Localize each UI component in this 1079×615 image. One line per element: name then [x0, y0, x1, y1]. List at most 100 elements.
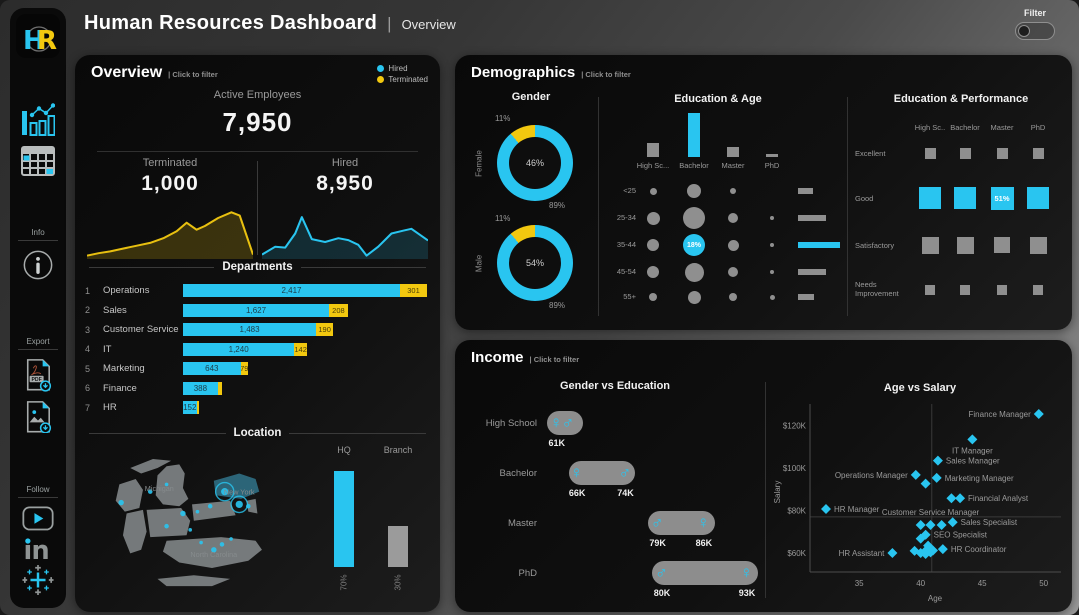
state-shape[interactable]: [146, 508, 191, 538]
city-marker[interactable]: [211, 547, 217, 553]
city-marker[interactable]: [235, 500, 243, 509]
linkedin-icon[interactable]: [23, 537, 53, 560]
age-education-bubble[interactable]: [646, 211, 660, 225]
state-shape[interactable]: [122, 509, 147, 554]
state-shape[interactable]: [162, 537, 262, 568]
scatter-point[interactable]: [936, 519, 947, 530]
education-column-bar[interactable]: [647, 143, 659, 157]
city-marker[interactable]: [199, 540, 203, 545]
age-education-bubble[interactable]: [727, 239, 739, 251]
youtube-icon[interactable]: [22, 506, 54, 531]
age-education-bubble[interactable]: [649, 293, 657, 301]
scatter-point[interactable]: [947, 517, 958, 528]
hired-sparkline[interactable]: [261, 207, 429, 259]
gender-male-icon[interactable]: ♂: [655, 563, 668, 582]
legend-item-hired[interactable]: Hired: [377, 64, 428, 73]
income-range-pill[interactable]: [652, 561, 758, 585]
performance-square[interactable]: [925, 285, 935, 295]
income-range-pill[interactable]: [648, 511, 715, 535]
info-icon[interactable]: [22, 249, 54, 281]
age-education-bubble[interactable]: [649, 187, 657, 195]
department-terminated-bar[interactable]: 79: [240, 362, 248, 376]
performance-square[interactable]: [1027, 187, 1049, 209]
city-marker[interactable]: [219, 542, 225, 547]
gender-male-icon[interactable]: ♂: [650, 513, 664, 532]
gender-female-icon[interactable]: ♀: [740, 563, 753, 582]
scatter-point[interactable]: [946, 493, 957, 504]
performance-square[interactable]: [956, 236, 974, 254]
scatter-point[interactable]: [920, 549, 931, 560]
city-marker[interactable]: [195, 509, 200, 514]
city-marker[interactable]: [207, 503, 213, 509]
scatter-point[interactable]: [915, 519, 926, 530]
age-education-bubble[interactable]: [728, 213, 738, 223]
performance-square[interactable]: [921, 236, 939, 254]
location-bar[interactable]: [334, 471, 354, 567]
state-shape[interactable]: [130, 458, 172, 474]
age-education-bubble[interactable]: [687, 184, 701, 198]
state-shape[interactable]: [155, 464, 189, 507]
performance-square[interactable]: [1033, 285, 1043, 295]
department-hired-bar[interactable]: 643: [183, 362, 241, 376]
export-image-icon[interactable]: [24, 400, 52, 434]
nav-table-icon[interactable]: [21, 146, 55, 176]
department-hired-bar[interactable]: 152: [183, 401, 197, 415]
age-row-bar[interactable]: [798, 294, 814, 300]
education-column-bar[interactable]: [727, 147, 739, 157]
age-row-bar[interactable]: [798, 269, 826, 275]
gender-female-icon[interactable]: ♀: [549, 413, 563, 432]
age-education-bubble[interactable]: [728, 267, 738, 277]
age-education-bubble[interactable]: [769, 294, 775, 300]
state-shape[interactable]: [192, 500, 236, 521]
department-hired-bar[interactable]: 1,627: [183, 303, 330, 317]
city-marker[interactable]: [180, 510, 186, 517]
scatter-point[interactable]: [920, 478, 931, 489]
age-education-bubble[interactable]: [729, 293, 737, 301]
performance-square[interactable]: [919, 187, 941, 209]
city-marker[interactable]: [118, 499, 124, 506]
performance-square[interactable]: [959, 147, 971, 159]
age-education-bubble[interactable]: [770, 243, 774, 247]
age-row-bar[interactable]: [798, 188, 813, 194]
city-marker[interactable]: [164, 482, 169, 487]
scatter-point[interactable]: [955, 493, 966, 504]
city-marker[interactable]: [164, 523, 169, 529]
city-marker[interactable]: [147, 489, 153, 494]
scatter-point[interactable]: [915, 548, 926, 558]
tableau-icon[interactable]: [22, 564, 54, 596]
filter-toggle-knob[interactable]: [1018, 24, 1030, 37]
terminated-sparkline[interactable]: [86, 207, 254, 259]
performance-square[interactable]: [996, 147, 1008, 159]
department-terminated-bar[interactable]: 208: [329, 303, 348, 317]
age-education-bubble[interactable]: [730, 188, 736, 194]
scatter-point[interactable]: [967, 434, 978, 445]
education-column-bar[interactable]: [766, 154, 778, 157]
scatter-point[interactable]: [925, 519, 936, 530]
scatter-point[interactable]: [915, 533, 926, 544]
performance-square[interactable]: [954, 187, 976, 209]
age-education-bubble[interactable]: [770, 270, 774, 274]
age-education-bubble[interactable]: 18%: [683, 234, 705, 256]
legend-item-terminated[interactable]: Terminated: [377, 75, 428, 84]
income-range-pill[interactable]: [568, 461, 636, 485]
performance-square[interactable]: [994, 237, 1010, 253]
performance-square[interactable]: [960, 285, 970, 295]
scatter-point[interactable]: [910, 469, 921, 480]
department-terminated-bar[interactable]: [217, 381, 222, 395]
state-shape[interactable]: [115, 478, 143, 512]
department-terminated-bar[interactable]: 142: [294, 342, 307, 356]
gender-male-icon[interactable]: ♂: [561, 413, 575, 432]
scatter-point[interactable]: [932, 455, 943, 466]
age-row-bar[interactable]: [798, 215, 826, 221]
age-row-bar[interactable]: [798, 242, 840, 248]
female-gender-donut[interactable]: 46%: [497, 125, 573, 201]
income-range-pill[interactable]: [547, 411, 583, 435]
performance-square[interactable]: [1032, 147, 1044, 159]
performance-square[interactable]: [924, 147, 936, 159]
department-terminated-bar[interactable]: 190: [316, 323, 334, 337]
male-gender-donut[interactable]: 54%: [497, 225, 573, 301]
department-terminated-bar[interactable]: 301: [400, 284, 427, 298]
scatter-point[interactable]: [820, 504, 831, 515]
state-shape[interactable]: [157, 575, 231, 587]
education-column-bar[interactable]: [688, 113, 700, 157]
